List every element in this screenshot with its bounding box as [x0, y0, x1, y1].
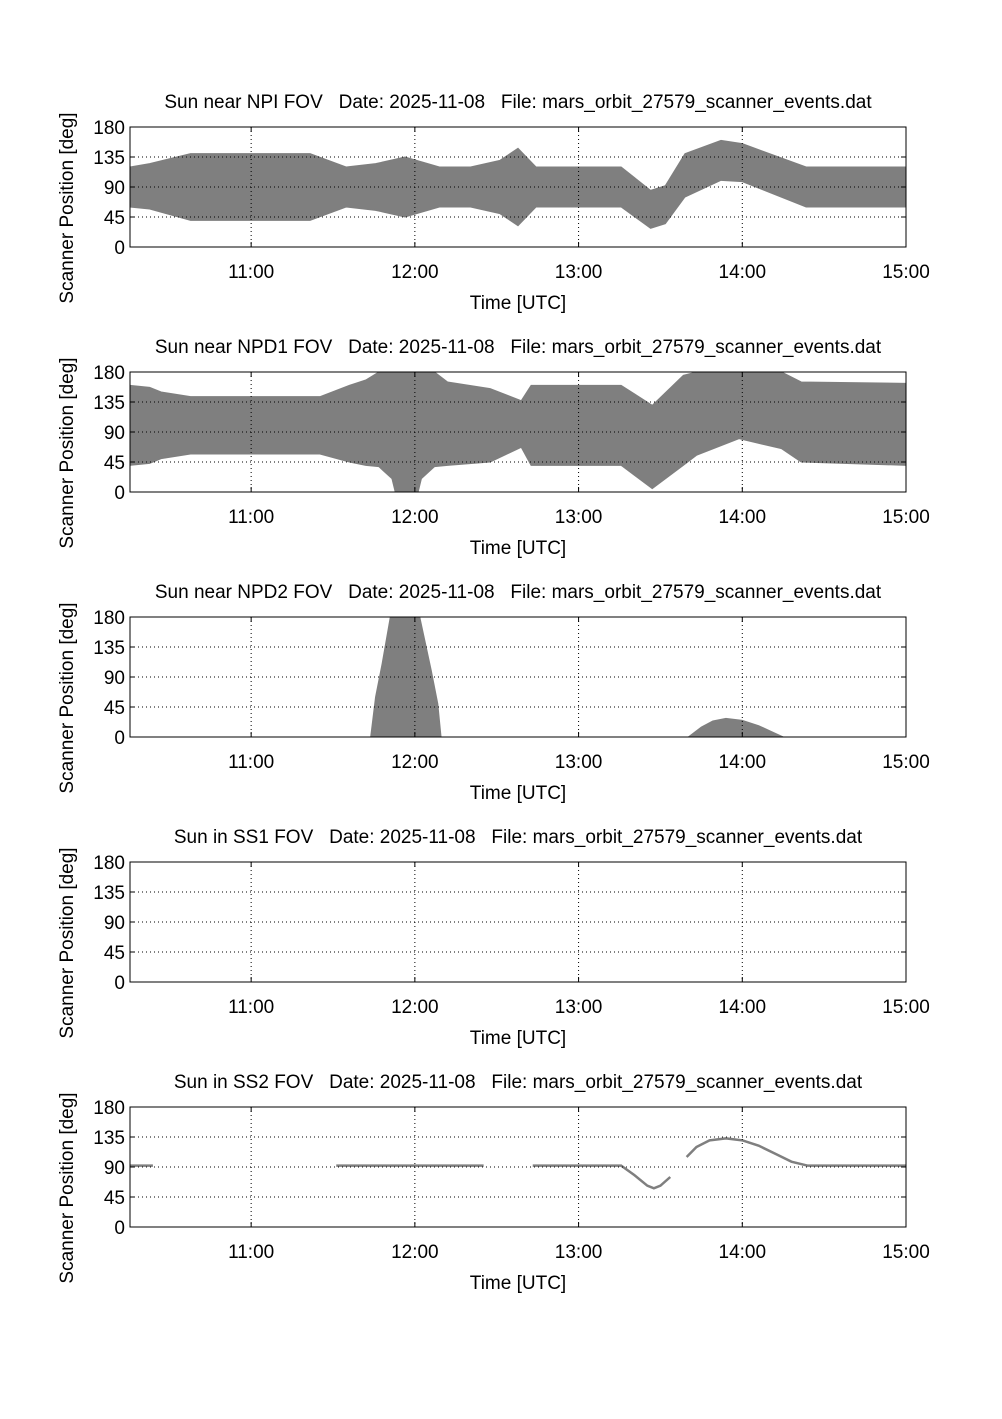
ytick-label: 180	[93, 853, 125, 874]
xtick-label: 14:00	[719, 507, 767, 528]
xtick-label: 14:00	[719, 752, 767, 773]
x-axis-label: Time [UTC]	[470, 1273, 566, 1294]
xtick-label: 12:00	[391, 997, 439, 1018]
ytick-label: 45	[104, 208, 125, 229]
plot-title: Sun in SS2 FOV Date: 2025-11-08 File: ma…	[174, 1072, 863, 1093]
xtick-label: 13:00	[555, 262, 603, 283]
xtick-label: 14:00	[719, 262, 767, 283]
xtick-label: 12:00	[391, 262, 439, 283]
xtick-label: 13:00	[555, 1242, 603, 1263]
xtick-label: 15:00	[882, 752, 930, 773]
ytick-label: 45	[104, 943, 125, 964]
xtick-label: 11:00	[228, 507, 274, 528]
xtick-label: 14:00	[719, 997, 767, 1018]
xtick-label: 11:00	[228, 997, 274, 1018]
ytick-label: 135	[93, 638, 125, 659]
ytick-label: 180	[93, 608, 125, 629]
ytick-label: 135	[93, 883, 125, 904]
y-axis-label: Scanner Position [deg]	[57, 602, 78, 793]
ytick-label: 0	[114, 728, 125, 749]
x-axis-label: Time [UTC]	[470, 783, 566, 804]
ytick-label: 45	[104, 453, 125, 474]
subplot-4: 0 45 90 135 180 11:00 12:00 13:00 14:00 15:00 Sun …	[57, 827, 930, 1049]
plot-frame	[129, 861, 907, 983]
ytick-label: 135	[93, 148, 125, 169]
ytick-label: 0	[114, 1218, 125, 1239]
xtick-label: 14:00	[719, 1242, 767, 1263]
xtick-label: 13:00	[555, 752, 603, 773]
ytick-label: 0	[114, 238, 125, 259]
xtick-label: 11:00	[228, 1242, 274, 1263]
plot-frame	[129, 616, 907, 738]
ytick-label: 45	[104, 698, 125, 719]
xtick-label: 12:00	[391, 1242, 439, 1263]
ytick-label: 90	[104, 178, 125, 199]
xtick-label: 15:00	[882, 1242, 930, 1263]
ytick-label: 180	[93, 1098, 125, 1119]
ytick-label: 90	[104, 913, 125, 934]
y-axis-label: Scanner Position [deg]	[57, 1092, 78, 1283]
ytick-label: 180	[93, 118, 125, 139]
ytick-label: 135	[93, 1128, 125, 1149]
xtick-label: 11:00	[228, 752, 274, 773]
xtick-label: 15:00	[882, 997, 930, 1018]
plot-title: Sun near NPD2 FOV Date: 2025-11-08 File:…	[155, 582, 882, 603]
data-band	[686, 717, 784, 738]
ytick-label: 90	[104, 423, 125, 444]
subplot-2: 0 45 90 135 180 11:00 12:00 13:00 14:00 15:00 Sun …	[57, 337, 930, 559]
xtick-label: 13:00	[555, 507, 603, 528]
xtick-label: 15:00	[882, 507, 930, 528]
y-axis-label: Scanner Position [deg]	[57, 112, 78, 303]
ytick-label: 180	[93, 363, 125, 384]
subplot-3: 0 45 90 135 180 11:00 12:00 13:00 14:00 15:00 Sun …	[57, 582, 930, 804]
x-axis-label: Time [UTC]	[470, 1028, 566, 1049]
plot-frame	[129, 1106, 907, 1228]
ytick-label: 135	[93, 393, 125, 414]
y-axis-label: Scanner Position [deg]	[57, 847, 78, 1038]
x-axis-label: Time [UTC]	[470, 538, 566, 559]
xtick-label: 11:00	[228, 262, 274, 283]
plot-title: Sun near NPI FOV Date: 2025-11-08 File: …	[164, 92, 872, 113]
ytick-label: 0	[114, 483, 125, 504]
xtick-label: 15:00	[882, 262, 930, 283]
ytick-label: 90	[104, 1158, 125, 1179]
ytick-label: 90	[104, 668, 125, 689]
ytick-label: 45	[104, 1188, 125, 1209]
plot-frame	[129, 371, 907, 493]
subplot-1: 0 45 90 135 180 11:00 12:00 13:00 14:00 15:00 Sun …	[57, 92, 930, 314]
xtick-label: 12:00	[391, 752, 439, 773]
plot-title: Sun in SS1 FOV Date: 2025-11-08 File: ma…	[174, 827, 863, 848]
xtick-label: 12:00	[391, 507, 439, 528]
data-line	[685, 1137, 906, 1167]
subplot-5: 0 45 90 135 180 11:00 12:00 13:00 14:00 15:00 Sun …	[57, 1072, 930, 1294]
y-axis-label: Scanner Position [deg]	[57, 357, 78, 548]
data-band	[129, 139, 907, 229]
plot-title: Sun near NPD1 FOV Date: 2025-11-08 File:…	[155, 337, 882, 358]
x-axis-label: Time [UTC]	[470, 293, 566, 314]
data-line	[532, 1164, 672, 1190]
ytick-label: 0	[114, 973, 125, 994]
xtick-label: 13:00	[555, 997, 603, 1018]
plot-frame	[129, 126, 907, 248]
